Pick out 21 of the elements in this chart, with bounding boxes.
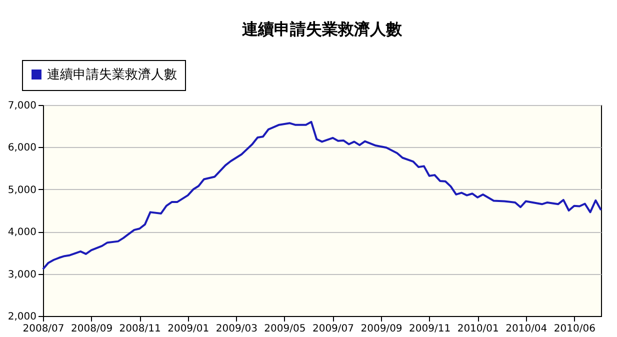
y-tick-label: 3,000 bbox=[8, 269, 36, 280]
y-tick-label: 7,000 bbox=[8, 100, 36, 112]
x-tick-label: 2009/05 bbox=[264, 324, 306, 334]
x-tick-label: 2009/09 bbox=[360, 324, 402, 334]
x-tick-label: 2008/09 bbox=[71, 324, 113, 334]
legend-label: 連續申請失業救濟人數 bbox=[47, 68, 177, 82]
y-tick-label: 5,000 bbox=[8, 184, 36, 196]
y-tick-label: 2,000 bbox=[8, 312, 36, 322]
x-tick-label: 2010/01 bbox=[457, 324, 499, 334]
x-tick-label: 2009/07 bbox=[312, 324, 354, 334]
x-tick-label: 2008/07 bbox=[22, 324, 64, 334]
x-tick-label: 2010/06 bbox=[554, 324, 596, 334]
x-tick-label: 2008/11 bbox=[119, 324, 161, 334]
x-tick-label: 2009/11 bbox=[409, 324, 451, 334]
y-tick-label: 4,000 bbox=[8, 227, 36, 238]
x-tick-label: 2009/03 bbox=[216, 324, 258, 334]
x-tick-label: 2009/01 bbox=[168, 324, 210, 334]
chart-title: 連續申請失業救濟人數 bbox=[242, 20, 403, 38]
line-series bbox=[42, 120, 602, 270]
x-tick-label: 2010/04 bbox=[506, 324, 548, 334]
y-tick-label: 6,000 bbox=[8, 142, 36, 154]
